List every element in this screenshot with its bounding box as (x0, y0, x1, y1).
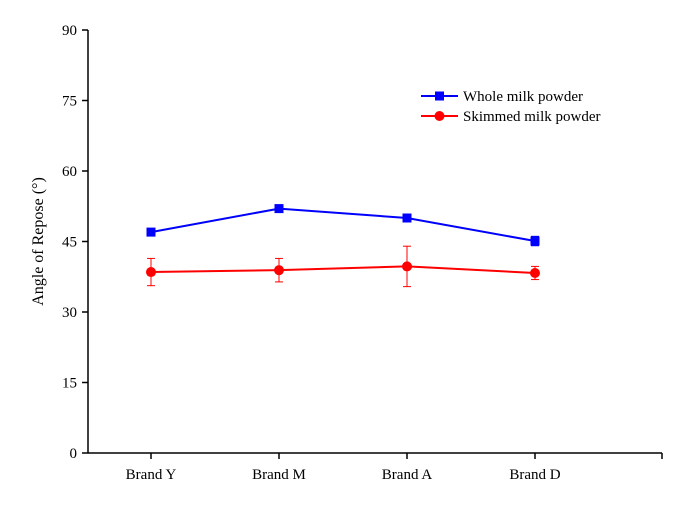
legend-item-1: Skimmed milk powder (421, 109, 601, 125)
y-tick-label: 90 (62, 23, 77, 39)
x-tick-label: Brand A (382, 467, 433, 483)
y-ticks: 0 15 30 45 60 75 90 (62, 23, 88, 462)
data-point-circle (146, 267, 156, 278)
legend-label: Skimmed milk powder (463, 109, 601, 125)
data-point-circle (530, 267, 540, 278)
legend-marker-square (435, 91, 444, 101)
y-axis-title: Angle of Repose (°) (30, 177, 47, 306)
legend-item-0: Whole milk powder (421, 89, 583, 105)
data-point-square (146, 227, 156, 237)
data-point-square (402, 213, 412, 223)
y-tick-label: 30 (62, 305, 77, 321)
y-tick-label: 15 (62, 376, 77, 392)
y-tick-label: 60 (62, 164, 77, 180)
x-tick-label: Brand D (509, 467, 560, 483)
series-1 (146, 245, 540, 288)
series-0 (146, 204, 540, 247)
y-tick-label: 75 (62, 94, 77, 110)
series-line (150, 265, 536, 274)
data-point-square (530, 236, 540, 246)
x-tick-label: Brand M (252, 467, 306, 483)
series-layer (146, 204, 540, 288)
x-ticks: Brand Y Brand M Brand A Brand D (126, 453, 663, 483)
data-point-square (274, 204, 284, 214)
legend-marker-circle (434, 111, 445, 121)
data-point-circle (274, 265, 284, 276)
series-line (150, 207, 536, 243)
data-point-circle (402, 261, 412, 272)
y-tick-label: 45 (62, 235, 77, 251)
y-tick-label: 0 (70, 446, 78, 462)
legend: Whole milk powder Skimmed milk powder (421, 89, 601, 125)
legend-label: Whole milk powder (463, 89, 583, 105)
x-tick-label: Brand Y (126, 467, 177, 483)
